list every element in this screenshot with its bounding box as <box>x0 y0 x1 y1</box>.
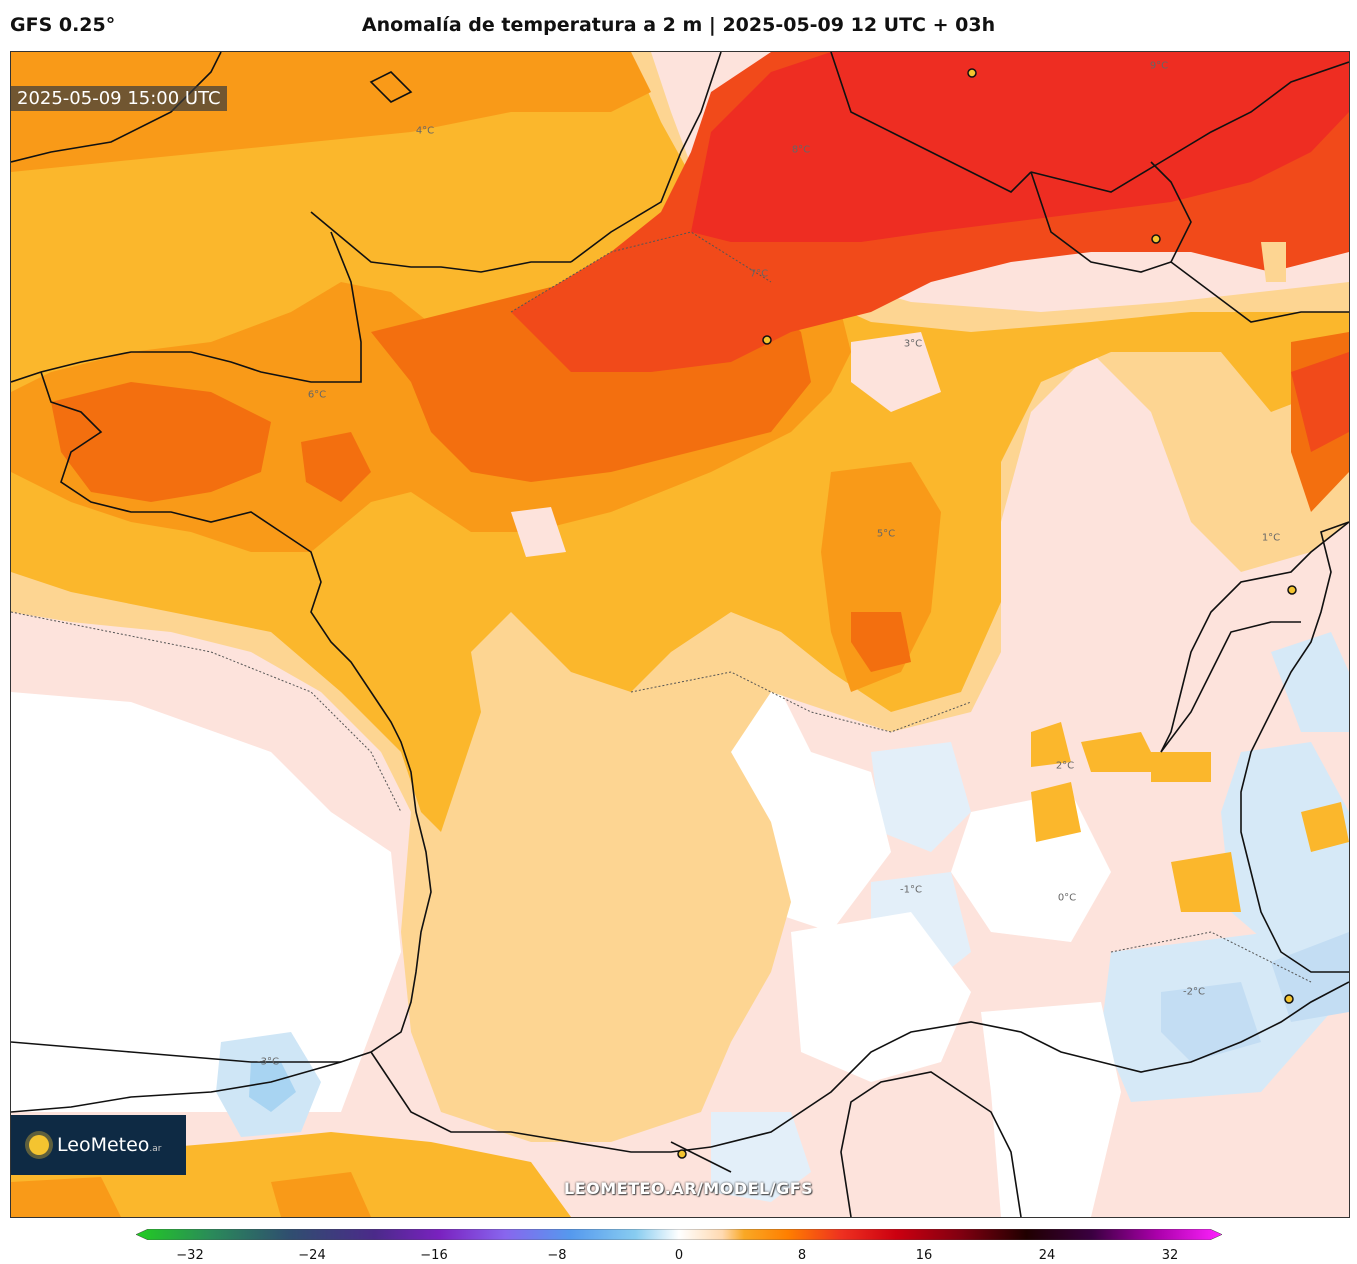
colorbar-tick: 32 <box>1161 1248 1179 1263</box>
colorbar-tick: −32 <box>176 1248 204 1263</box>
model-name: GFS 0.25° <box>10 14 116 36</box>
colorbar-tick: 16 <box>915 1248 933 1263</box>
colorbar-tick: 8 <box>797 1248 807 1263</box>
colorbar-tick: −24 <box>298 1248 326 1263</box>
contour-label: 4°C <box>415 125 435 137</box>
logo-text: LeoMeteo.ar <box>57 1134 162 1156</box>
contour-label: 9°C <box>1149 60 1169 72</box>
contour-label: -3°C <box>257 1056 279 1068</box>
map-title: Anomalía de temperatura a 2 m | 2025-05-… <box>361 14 996 36</box>
sun-icon <box>29 1135 49 1155</box>
contour-label: 1°C <box>1261 532 1281 544</box>
contour-label: 7°C <box>749 268 769 280</box>
valid-time-badge: 2025-05-09 15:00 UTC <box>11 86 227 111</box>
colorbar-tick: −8 <box>547 1248 567 1263</box>
city-markers <box>677 68 1297 1159</box>
colorbar-ticks: −32 −24 −16 −8 0 8 16 24 32 <box>0 1248 1357 1264</box>
colorbar-tick: 24 <box>1038 1248 1056 1263</box>
colorbar <box>136 1229 1222 1240</box>
contour-label: 6°C <box>307 389 327 401</box>
watermark: LEOMETEO.AR/MODEL/GFS <box>564 1179 814 1198</box>
colorbar-tick: 0 <box>674 1248 684 1263</box>
contour-label: -1°C <box>900 884 922 896</box>
contour-lines <box>11 231 1312 983</box>
contour-label: 2°C <box>1055 760 1075 772</box>
contour-label: 5°C <box>876 528 896 540</box>
contour-label: 3°C <box>903 338 923 350</box>
coastlines <box>11 52 1349 1217</box>
colorbar-tick: −16 <box>420 1248 448 1263</box>
leometeo-logo[interactable]: LeoMeteo.ar <box>11 1115 186 1175</box>
map-panel[interactable]: 4°C 6°C 7°C 8°C 9°C 5°C 3°C 2°C 1°C 0°C … <box>10 51 1350 1218</box>
contour-label: 8°C <box>791 144 811 156</box>
temperature-field <box>11 52 1349 1217</box>
contour-label: -2°C <box>1183 986 1205 998</box>
contour-label: 0°C <box>1057 892 1077 904</box>
